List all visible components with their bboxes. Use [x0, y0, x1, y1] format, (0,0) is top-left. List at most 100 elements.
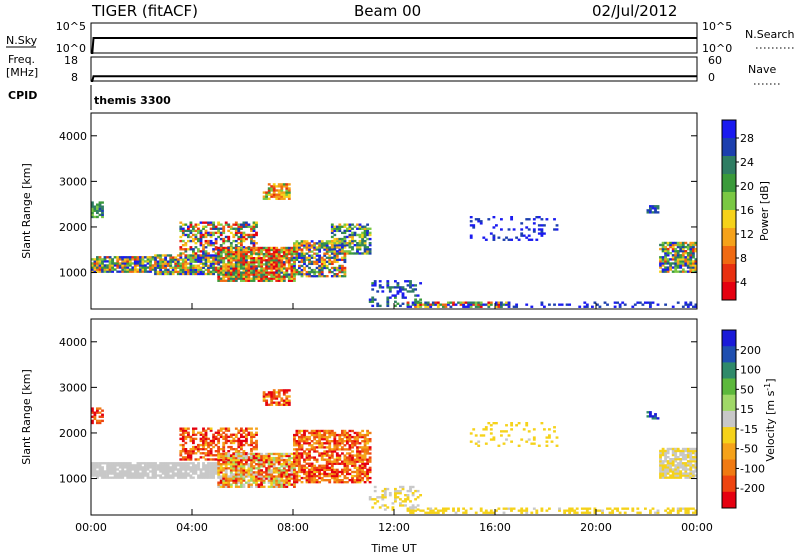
echo-cell [275, 483, 279, 486]
echo-cell [361, 466, 365, 470]
echo-cell [214, 227, 218, 230]
echo-cell [661, 447, 665, 451]
echo-cell [265, 467, 269, 470]
echo-cell [371, 296, 375, 299]
echo-cell [341, 237, 344, 241]
echo-cell [202, 227, 205, 230]
echo-cell [497, 444, 501, 447]
echo-cell [277, 473, 281, 476]
echo-cell [694, 303, 698, 306]
echo-cell [262, 267, 266, 270]
echo-cell [247, 452, 251, 456]
echo-cell [184, 260, 188, 263]
echo-cell [341, 239, 344, 243]
echo-cell [525, 424, 529, 427]
echo-cell [346, 440, 349, 443]
echo-cell [164, 464, 168, 467]
echo-cell [363, 435, 367, 439]
echo-cell [277, 271, 281, 274]
nsearch-label: N.Search [745, 28, 795, 41]
colorbar-swatch [722, 346, 736, 363]
echo-cell [654, 205, 657, 208]
echo-cell [149, 258, 152, 261]
echo-cell [308, 438, 311, 441]
echo-cell [305, 244, 309, 247]
echo-cell [179, 221, 183, 224]
echo-cell [409, 485, 412, 489]
echo-cell [270, 269, 274, 272]
echo-cell [262, 277, 266, 280]
echo-cell [666, 252, 670, 255]
echo-cell [277, 252, 281, 256]
echo-cell [98, 201, 102, 204]
echo-cell [91, 209, 94, 212]
echo-cell [176, 272, 180, 276]
echo-cell [212, 233, 216, 237]
echo-cell [401, 485, 405, 489]
echo-cell [674, 262, 678, 265]
echo-cell [189, 264, 193, 267]
echo-cell [247, 469, 251, 472]
echo-cell [684, 258, 688, 261]
echo-cell [333, 446, 337, 449]
echo-cell [358, 466, 362, 470]
echo-cell [270, 255, 274, 258]
echo-cell [229, 441, 233, 445]
echo-cell [199, 242, 203, 245]
echo-cell [280, 485, 284, 488]
echo-cell [659, 474, 662, 477]
echo-cell [192, 233, 195, 237]
echo-cell [159, 264, 163, 267]
echo-cell [277, 259, 281, 262]
echo-cell [694, 264, 698, 267]
echo-cell [237, 479, 241, 482]
echo-cell [358, 227, 362, 230]
echo-cell [240, 473, 243, 476]
echo-cell [532, 438, 536, 441]
echo-cell [363, 244, 367, 247]
echo-cell [250, 469, 253, 472]
echo-cell [532, 228, 536, 231]
echo-cell [169, 462, 173, 465]
echo-cell [242, 273, 246, 276]
echo-cell [275, 277, 279, 280]
echo-cell [217, 221, 221, 224]
echo-cell [608, 511, 612, 514]
echo-cell [295, 250, 299, 253]
echo-cell [194, 242, 198, 245]
echo-cell [247, 279, 251, 282]
echo-cell [202, 443, 205, 447]
echo-cell [676, 264, 680, 267]
echo-cell [694, 266, 698, 269]
echo-cell [358, 446, 362, 449]
echo-cell [671, 262, 675, 265]
echo-cell [406, 290, 410, 293]
echo-cell [363, 248, 367, 251]
echo-cell [131, 474, 135, 477]
echo-cell [310, 448, 314, 451]
echo-cell [199, 476, 203, 479]
echo-cell [272, 187, 276, 190]
echo-cell [293, 467, 296, 470]
echo-cell [108, 472, 112, 475]
echo-cell [98, 262, 102, 265]
echo-cell [232, 269, 236, 272]
echo-cell [452, 507, 455, 510]
echo-cell [237, 225, 241, 228]
echo-cell [282, 191, 286, 194]
echo-cell [146, 266, 150, 269]
echo-cell [164, 262, 168, 265]
echo-cell [333, 458, 337, 461]
echo-cell [237, 465, 241, 468]
echo-cell [224, 483, 228, 486]
echo-cell [91, 474, 94, 477]
echo-cell [308, 256, 311, 259]
echo-cell [287, 399, 291, 402]
echo-cell [159, 466, 163, 469]
echo-cell [136, 466, 140, 469]
echo-cell [93, 464, 97, 467]
echo-cell [671, 247, 675, 251]
echo-cell [250, 479, 253, 482]
freq-panel: Freq. [MHz] 18 8 60 0 Nave [6, 53, 780, 85]
echo-cell [262, 279, 266, 282]
